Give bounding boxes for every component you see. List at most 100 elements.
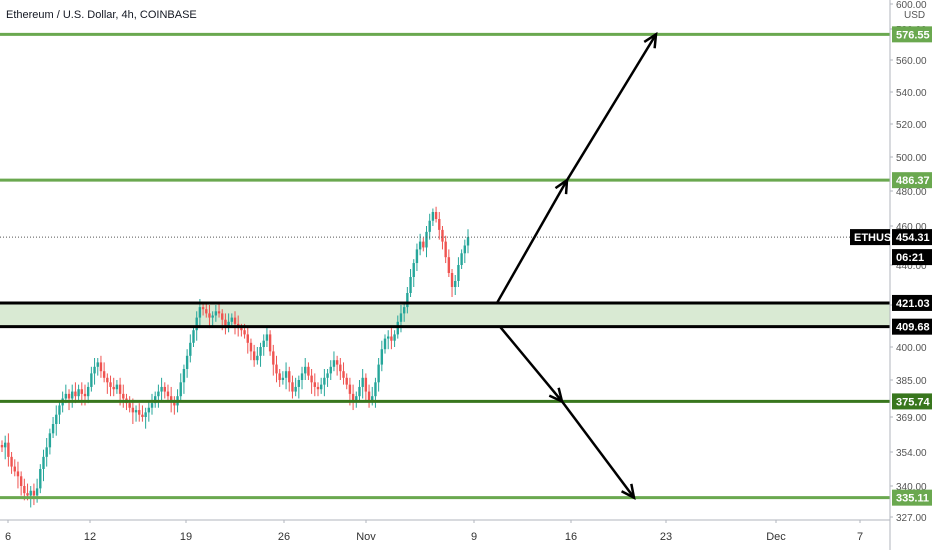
x-tick-label: Nov [356, 531, 376, 543]
candle-body [425, 231, 428, 248]
candle-body [319, 384, 323, 390]
candle-body [335, 360, 339, 365]
candle-body [147, 407, 151, 413]
candle-body [77, 389, 80, 397]
candle-body [399, 313, 403, 322]
candle-body [118, 384, 122, 394]
candle-body [387, 336, 390, 339]
candle-body [102, 371, 106, 378]
arrow-down-2-head [620, 483, 636, 500]
candle-body [249, 342, 253, 352]
y-tick-label: 440.00 [896, 261, 927, 272]
candle-body [415, 249, 419, 264]
candle-body [406, 293, 409, 308]
candle-body [390, 336, 393, 341]
candle-body [243, 330, 246, 335]
candle-body [281, 377, 285, 380]
x-tick-label: 19 [180, 531, 192, 543]
candle-body [402, 307, 406, 314]
candle-body [67, 393, 71, 399]
x-tick-label: Dec [766, 531, 786, 543]
candle-body [166, 391, 170, 397]
level-price-tag-bg [892, 26, 932, 43]
x-tick-label: 16 [565, 531, 577, 543]
candle-body [259, 347, 262, 356]
candle-body [128, 403, 131, 408]
candle-body [201, 307, 205, 310]
level-price-tag-bg [892, 172, 932, 189]
arrow-up-2-head [643, 31, 658, 49]
candle-body [211, 315, 214, 318]
candle-body [13, 466, 16, 472]
candle-body [157, 391, 160, 397]
candle-body [358, 386, 361, 397]
level-price-tag: 421.03 [896, 298, 930, 310]
candle-body [444, 241, 447, 258]
candle-body [208, 313, 211, 318]
candle-body [342, 371, 345, 378]
candle-body [233, 317, 237, 324]
candle-body [217, 311, 221, 314]
candle-body [447, 257, 451, 273]
candle-body [383, 338, 387, 350]
candle-body [99, 362, 103, 372]
arrow-up-2 [565, 33, 658, 181]
candle-body [173, 400, 176, 406]
level-price-tag-bg [892, 294, 932, 311]
candle-body [26, 493, 29, 496]
candle-body [374, 382, 377, 397]
candle-body [300, 373, 304, 380]
candle-body [35, 488, 39, 496]
level-price-tag: 375.74 [896, 396, 931, 408]
candle-body [409, 277, 412, 293]
candle-body [367, 391, 371, 401]
candle-body [275, 364, 278, 374]
candle-body [112, 386, 115, 390]
candle-body [83, 393, 87, 397]
candle-body [431, 212, 435, 221]
level-price-tag-bg [892, 393, 932, 410]
candle-body [227, 321, 230, 326]
candle-body [141, 414, 144, 417]
candle-body [58, 405, 61, 415]
x-tick-label: 23 [660, 531, 672, 543]
candle-body [55, 414, 58, 424]
y-tick-label: 480.00 [896, 187, 927, 198]
candle-body [23, 486, 26, 494]
candle-body [195, 317, 198, 331]
candle-body [205, 309, 208, 314]
candle-body [86, 386, 90, 397]
level-price-tag: 335.11 [896, 493, 929, 505]
x-tick-label: 7 [857, 531, 863, 543]
level-price-tag: 409.68 [896, 322, 930, 334]
candle-body [160, 386, 163, 392]
arrow-down-1 [499, 325, 563, 403]
candle-body [393, 334, 396, 341]
zone-band [0, 302, 890, 327]
x-tick-label: 12 [84, 531, 96, 543]
candle-body [294, 386, 297, 392]
x-tick-label: 26 [278, 531, 290, 543]
candle-body [284, 371, 288, 378]
y-tick-label: 369.00 [896, 413, 927, 424]
x-tick-label: 6 [5, 531, 11, 543]
candle-body [364, 377, 368, 392]
candle-body [326, 373, 329, 378]
levels-layer [0, 32, 890, 500]
candle-body [304, 366, 307, 374]
candle-body [93, 366, 96, 374]
arrows-layer [495, 31, 658, 500]
candle-body [262, 340, 265, 347]
candle-body [377, 364, 380, 383]
y-tick-label: 540.00 [896, 88, 927, 99]
candle-body [246, 334, 249, 343]
candle-body [0, 445, 4, 448]
x-tick-label: 9 [471, 531, 477, 543]
countdown-tag: 06:21 [896, 252, 924, 264]
candle-body [32, 490, 36, 496]
symbol-tag-bg [850, 229, 890, 246]
labels-layer: 576.55 486.37 421.03 409.68 375.74 335.11 ETHU… [850, 26, 932, 506]
candle-body [460, 253, 463, 265]
